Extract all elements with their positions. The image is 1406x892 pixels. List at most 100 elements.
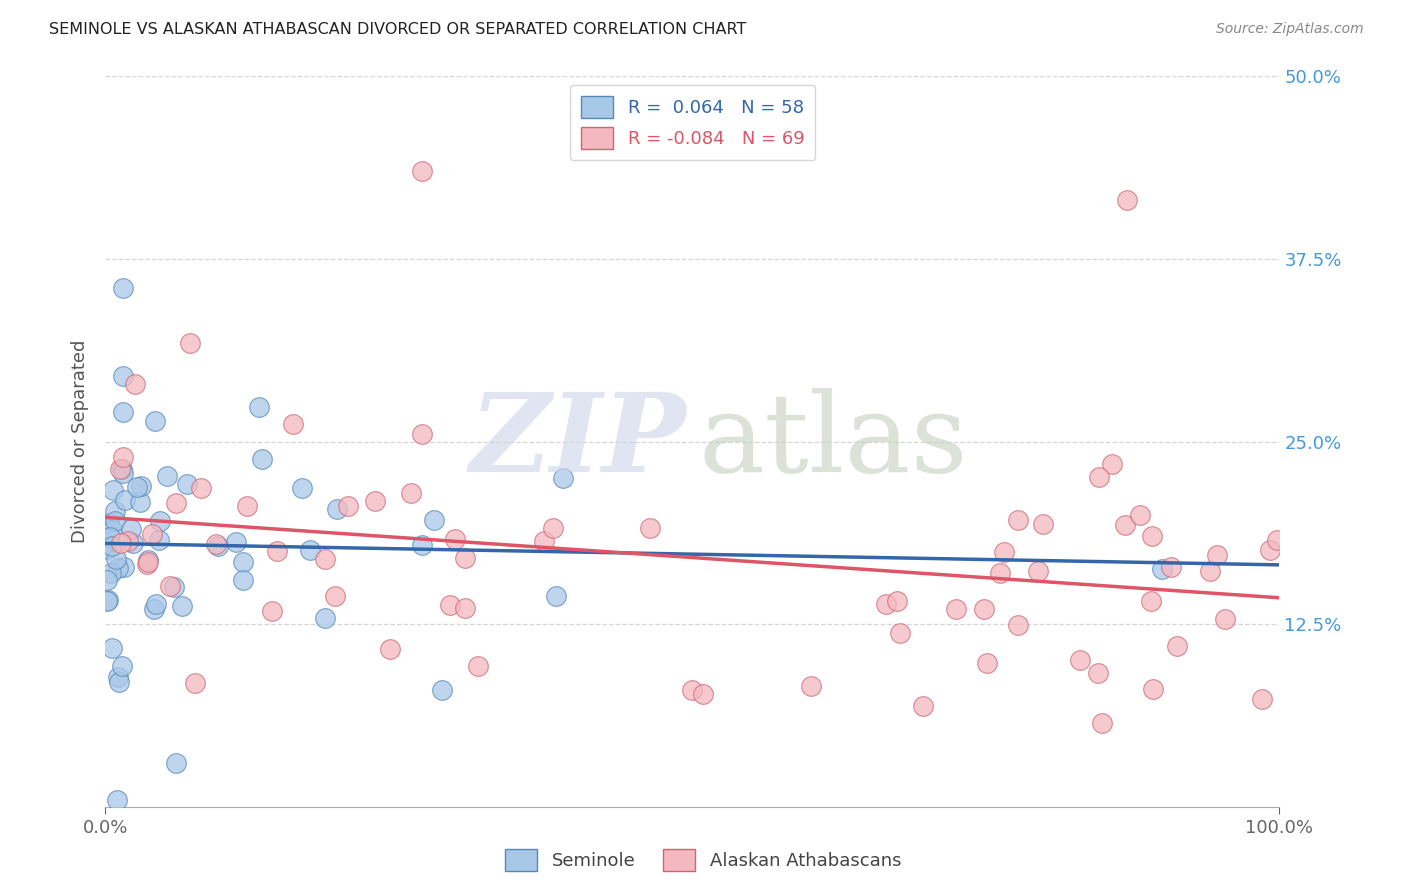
Point (225, 534, 247, 549)
Point (96, 594, 118, 608)
Point (170, 599, 193, 613)
Point (336, 499, 359, 513)
Point (399, 485, 422, 500)
Point (247, 401, 270, 415)
Point (411, 538, 433, 552)
Point (112, 450, 135, 464)
Legend: Seminole, Alaskan Athabascans: Seminole, Alaskan Athabascans (498, 842, 908, 879)
Point (96, 573, 118, 587)
Point (1150, 562, 1173, 576)
Point (128, 494, 150, 508)
Point (142, 602, 165, 616)
Point (117, 534, 139, 549)
Point (1115, 193, 1137, 207)
Point (1114, 518, 1136, 533)
Point (1091, 716, 1114, 731)
Point (232, 555, 254, 569)
Point (1129, 508, 1152, 523)
Point (1251, 692, 1274, 706)
Point (411, 164, 433, 178)
Point (551, 471, 574, 485)
Point (314, 610, 336, 624)
Point (136, 552, 159, 566)
Point (1101, 457, 1123, 471)
Point (1087, 665, 1109, 680)
Point (993, 545, 1015, 559)
Point (101, 539, 124, 553)
Point (184, 676, 207, 690)
Point (108, 675, 131, 690)
Point (1142, 682, 1164, 697)
Point (250, 451, 273, 466)
Point (236, 500, 259, 514)
Point (129, 479, 152, 493)
Point (973, 602, 995, 616)
Point (533, 533, 555, 548)
Text: atlas: atlas (699, 388, 967, 495)
Point (323, 589, 346, 603)
Point (135, 557, 157, 571)
Point (889, 625, 911, 640)
Point (111, 462, 134, 476)
Point (467, 659, 489, 673)
Point (104, 514, 127, 528)
Point (100, 566, 122, 580)
Point (101, 640, 124, 655)
Text: SEMINOLE VS ALASKAN ATHABASCAN DIVORCED OR SEPARATED CORRELATION CHART: SEMINOLE VS ALASKAN ATHABASCAN DIVORCED … (49, 22, 747, 37)
Point (423, 513, 446, 527)
Point (148, 533, 170, 548)
Point (165, 496, 187, 510)
Point (1007, 618, 1029, 632)
Point (121, 522, 143, 536)
Point (260, 604, 283, 618)
Point (1258, 542, 1281, 557)
Point (156, 469, 179, 483)
Point (98, 530, 121, 544)
Point (176, 477, 198, 491)
Point (97, 516, 120, 530)
Point (1213, 612, 1236, 626)
Point (439, 598, 461, 612)
Point (976, 657, 998, 671)
Point (1088, 470, 1111, 484)
Point (1026, 564, 1049, 578)
Point (443, 532, 465, 546)
Point (112, 405, 135, 419)
Point (681, 683, 703, 698)
Point (112, 281, 135, 295)
Point (107, 560, 129, 574)
Point (454, 550, 477, 565)
Point (105, 551, 128, 566)
Point (326, 501, 349, 516)
Point (124, 376, 146, 391)
Point (1265, 533, 1288, 548)
Point (886, 594, 908, 608)
Point (108, 462, 131, 476)
Point (101, 483, 124, 497)
Point (145, 598, 167, 612)
Point (136, 555, 159, 569)
Point (110, 535, 132, 549)
Point (105, 793, 128, 807)
Point (112, 560, 135, 574)
Text: ZIP: ZIP (470, 388, 686, 495)
Point (454, 601, 477, 615)
Point (179, 336, 201, 351)
Point (638, 521, 661, 535)
Point (1198, 565, 1220, 579)
Point (988, 566, 1011, 580)
Point (1007, 513, 1029, 527)
Point (149, 514, 172, 528)
Point (364, 493, 387, 508)
Text: Source: ZipAtlas.com: Source: ZipAtlas.com (1216, 22, 1364, 37)
Point (122, 535, 145, 549)
Point (207, 539, 229, 553)
Point (107, 670, 129, 684)
Point (96, 593, 118, 607)
Point (1140, 593, 1163, 607)
Point (101, 524, 124, 538)
Point (112, 368, 135, 383)
Point (125, 480, 148, 494)
Point (205, 537, 228, 551)
Point (1032, 517, 1054, 532)
